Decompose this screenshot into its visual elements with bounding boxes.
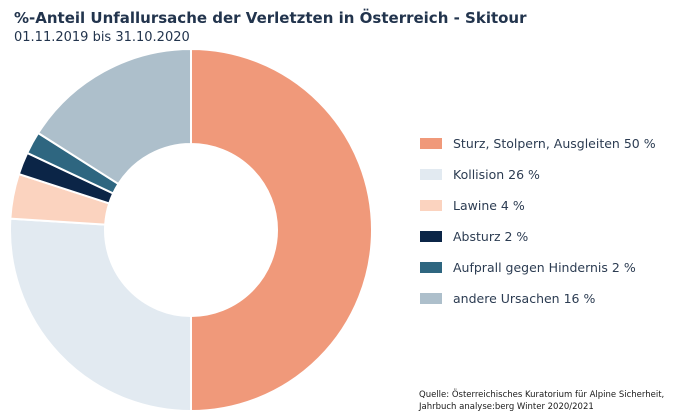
donut-slice [36,47,192,186]
donut-slice [9,217,192,413]
legend-swatch [420,138,442,149]
legend-label: Aufprall gegen Hindernis 2 % [453,260,636,275]
legend-label: Absturz 2 % [453,229,529,244]
legend-swatch [420,200,442,211]
legend-item: Lawine 4 % [420,190,656,221]
legend-label: Sturz, Stolpern, Ausgleiten 50 % [453,136,656,151]
legend-label: andere Ursachen 16 % [453,291,596,306]
chart-legend: Sturz, Stolpern, Ausgleiten 50 % Kollisi… [420,128,656,314]
legend-swatch [420,293,442,304]
legend-item: Sturz, Stolpern, Ausgleiten 50 % [420,128,656,159]
legend-item: Absturz 2 % [420,221,656,252]
source-line: Jahrbuch analyse:berg Winter 2020/2021 [419,402,594,412]
legend-item: Aufprall gegen Hindernis 2 % [420,252,656,283]
legend-swatch [420,262,442,273]
source-line: Quelle: Österreichisches Kuratorium für … [419,390,665,400]
legend-swatch [420,169,442,180]
legend-label: Lawine 4 % [453,198,525,213]
source-note: Quelle: Österreichisches Kuratorium für … [419,389,664,413]
chart-subtitle: 01.11.2019 bis 31.10.2020 [14,30,190,45]
donut-slice [190,47,373,413]
chart-title: %-Anteil Unfallursache der Verletzten in… [14,9,527,27]
legend-item: Kollision 26 % [420,159,656,190]
legend-swatch [420,231,442,242]
legend-label: Kollision 26 % [453,167,540,182]
legend-item: andere Ursachen 16 % [420,283,656,314]
